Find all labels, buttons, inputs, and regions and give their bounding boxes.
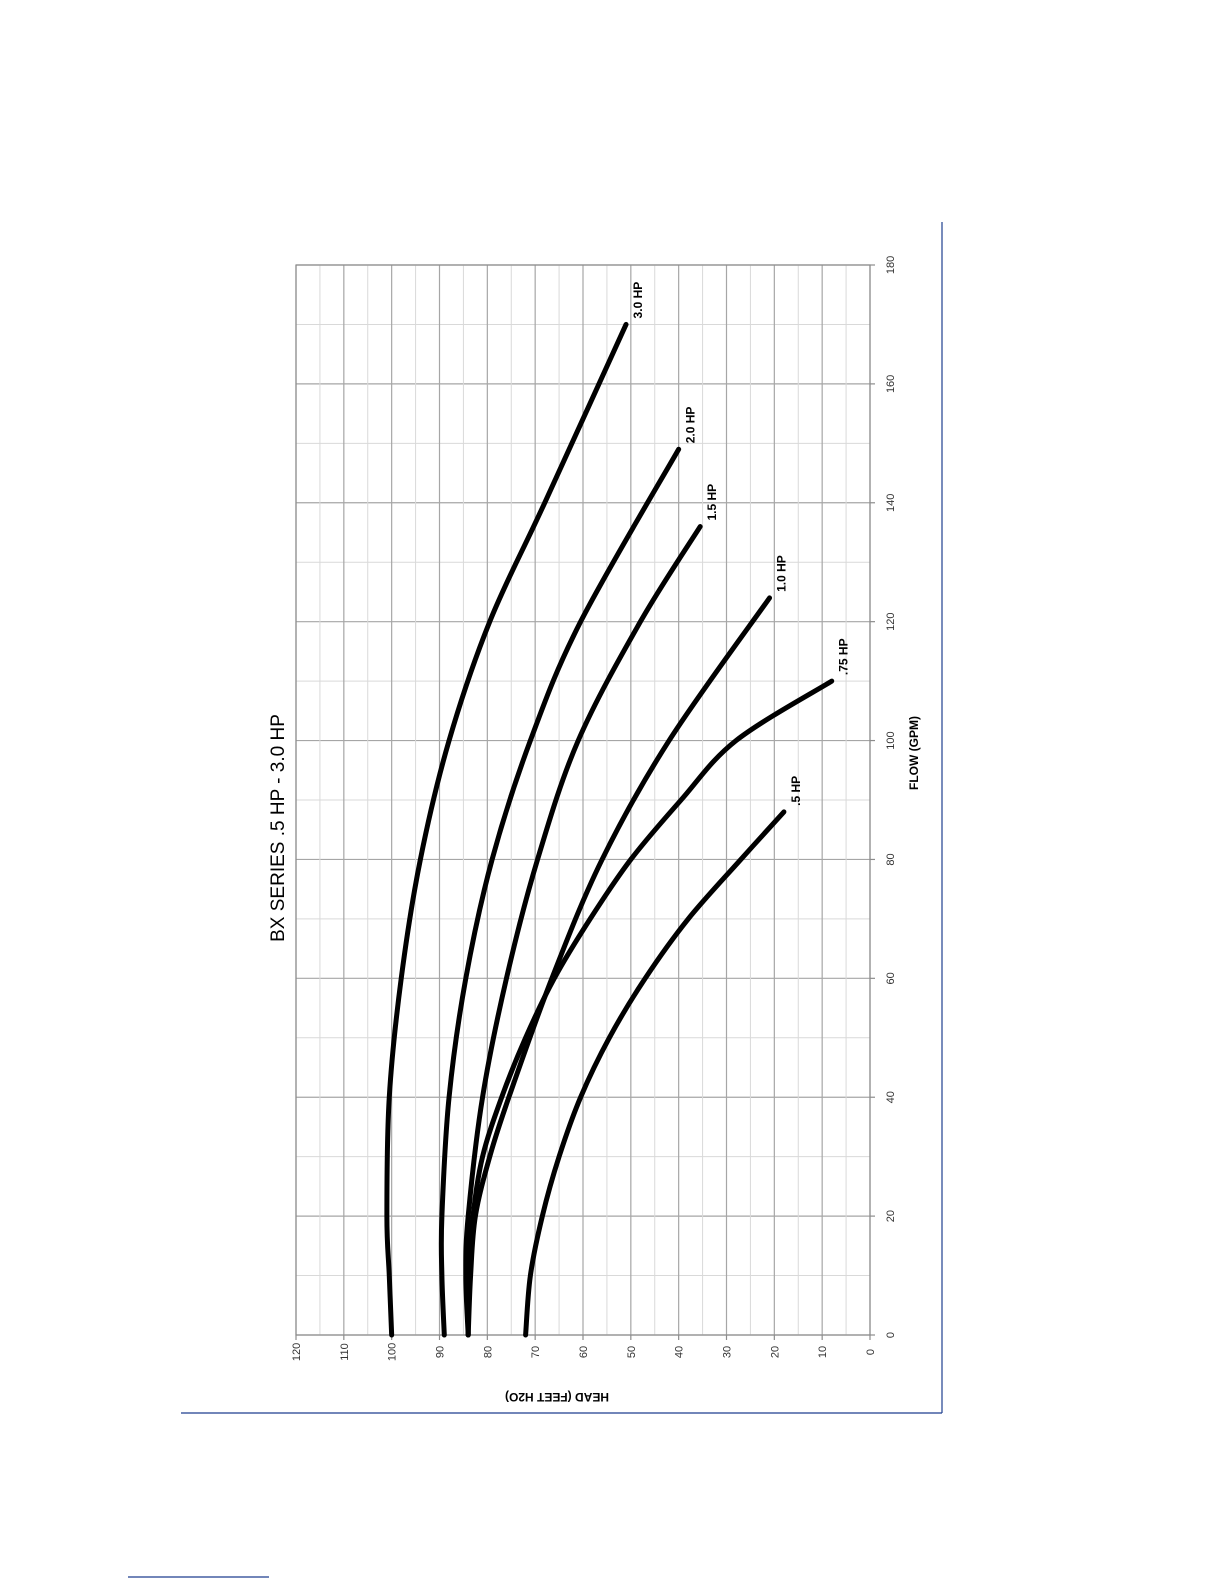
- series-curve: [438, 446, 682, 1338]
- x-axis-title: FLOW (GPM): [907, 716, 921, 790]
- head-tick-label: 40: [674, 1346, 686, 1358]
- chart-title: BX SERIES .5 HP - 3.0 HP: [268, 714, 289, 942]
- head-tick-label: 60: [578, 1346, 590, 1358]
- head-tick-label: 10: [817, 1346, 829, 1358]
- series-label: 2.0 HP: [684, 407, 698, 444]
- head-tick-label: 80: [482, 1346, 494, 1358]
- series-labels: .5 HP .75 HP 1.0 HP 1.5 HP 2.0 HP 3.0 HP: [631, 282, 851, 806]
- flow-tick-label: 120: [885, 612, 897, 630]
- head-tick-label: 90: [435, 1346, 447, 1358]
- head-tick-label: 0: [865, 1349, 877, 1355]
- flow-tick-label: 100: [885, 731, 897, 749]
- head-tick-label: 20: [769, 1346, 781, 1358]
- series-curve: [465, 595, 773, 1338]
- head-tick-label: 30: [722, 1346, 734, 1358]
- series-curve: [523, 809, 787, 1338]
- head-axis-ticks: 0 10 20 30 40 50 60 70 80 90 100 110 120: [291, 1335, 877, 1361]
- flow-tick-label: 140: [885, 494, 897, 512]
- flow-tick-label: 80: [885, 853, 897, 865]
- grid: [295, 264, 871, 1336]
- head-tick-label: 110: [339, 1343, 351, 1361]
- head-tick-label: 70: [530, 1346, 542, 1358]
- flow-axis-ticks: 0 20 40 60 80 100 120 140 160 180: [870, 256, 897, 1338]
- series-label: 3.0 HP: [631, 282, 645, 319]
- head-tick-label: 120: [291, 1343, 303, 1361]
- flow-tick-label: 60: [885, 972, 897, 984]
- flow-tick-label: 40: [885, 1091, 897, 1103]
- flow-tick-label: 0: [885, 1332, 897, 1338]
- flow-tick-label: 160: [885, 375, 897, 393]
- head-tick-label: 100: [387, 1343, 399, 1361]
- series-curve: [465, 678, 835, 1338]
- series-label: .5 HP: [789, 776, 803, 806]
- head-tick-label: 50: [626, 1346, 638, 1358]
- series-curve: [463, 524, 703, 1338]
- flow-tick-label: 20: [885, 1210, 897, 1222]
- series-label: 1.0 HP: [775, 555, 789, 592]
- series-curve: [384, 321, 629, 1338]
- series-label: .75 HP: [837, 638, 851, 675]
- series-curves: [384, 321, 835, 1338]
- y-axis-title: HEAD (FEET H2O): [505, 1390, 609, 1404]
- series-label: 1.5 HP: [705, 484, 719, 521]
- flow-tick-label: 180: [885, 256, 897, 274]
